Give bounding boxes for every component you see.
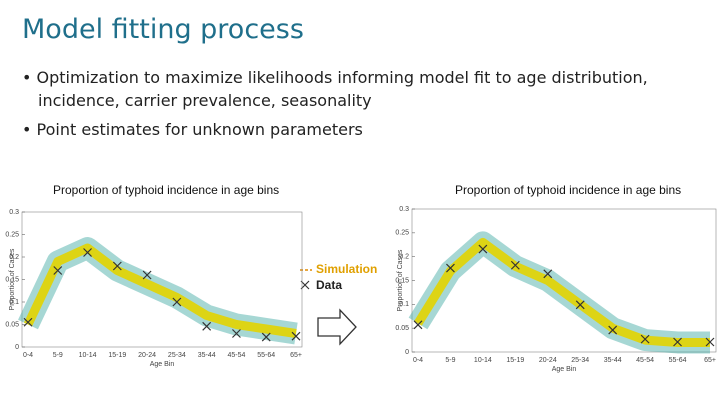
bullet: • Optimization to maximize likelihoods i… — [22, 68, 648, 110]
y-axis-label: Proportion of Cases — [9, 248, 16, 310]
simulation-line — [414, 237, 710, 347]
x-tick-label: 35-44 — [604, 357, 622, 364]
data-point — [510, 260, 520, 270]
y-tick-label: 0.2 — [9, 254, 19, 261]
legend-marker — [300, 280, 310, 290]
data-point — [172, 297, 182, 307]
x-tick-label: 35-44 — [198, 352, 216, 359]
x-tick-label: 65+ — [704, 357, 716, 364]
data-point — [478, 244, 488, 254]
x-tick-label: 55-64 — [669, 357, 687, 364]
y-tick-label: 0.15 — [395, 277, 409, 284]
y-tick-label: 0.15 — [5, 276, 19, 283]
data-point — [142, 270, 152, 280]
bullet-text: Point estimates for unknown parameters — [36, 120, 363, 139]
data-point — [413, 320, 423, 330]
chart-title: Proportion of typhoid incidence in age b… — [53, 183, 280, 197]
x-tick-label: 25-34 — [168, 352, 186, 359]
y-tick-label: 0 — [15, 344, 19, 351]
data-point — [83, 248, 92, 257]
data-point — [640, 334, 650, 344]
legend-label: Data — [316, 278, 342, 292]
data-point — [543, 269, 553, 279]
bullet-text: Optimization to maximize likelihoods inf… — [36, 68, 648, 110]
y-tick-label: 0.2 — [399, 254, 409, 261]
y-tick-label: 0 — [405, 349, 409, 356]
data-point — [232, 329, 241, 338]
y-tick-label: 0.3 — [9, 209, 19, 216]
x-tick-label: 55-64 — [257, 352, 275, 359]
legend: Simulation Data — [300, 262, 377, 292]
arrow — [317, 308, 357, 346]
y-tick-label: 0.3 — [399, 206, 409, 213]
x-tick-label: 10-14 — [474, 357, 492, 364]
y-tick-label: 0.25 — [395, 230, 409, 237]
data-point — [112, 261, 122, 271]
x-tick-label: 20-24 — [138, 352, 156, 359]
data-point — [23, 317, 33, 327]
x-tick-label: 0-4 — [23, 352, 33, 359]
y-axis-label: Proportion of Cases — [397, 249, 404, 311]
data-point — [291, 331, 301, 341]
x-tick-label: 5-9 — [53, 352, 63, 359]
x-axis-label: Age Bin — [150, 361, 175, 368]
data-point — [608, 325, 618, 335]
x-tick-label: 45-54 — [636, 357, 654, 364]
bullet: • Point estimates for unknown parameters — [22, 120, 363, 139]
y-tick-label: 0.25 — [5, 231, 19, 238]
data-point — [261, 332, 271, 342]
x-tick-label: 20-24 — [539, 357, 557, 364]
data-point — [673, 337, 682, 347]
x-tick-label: 15-19 — [506, 357, 524, 364]
x-axis-label: Age Bin — [552, 366, 577, 373]
data-point — [705, 337, 715, 347]
x-tick-label: 65+ — [290, 352, 302, 359]
data-point — [202, 321, 212, 331]
data-point — [446, 263, 455, 273]
x-tick-label: 5-9 — [445, 357, 455, 364]
data-point — [575, 300, 585, 310]
slide-title: Model fitting process — [22, 14, 304, 45]
y-tick-label: 0.05 — [5, 321, 19, 328]
x-tick-label: 0-4 — [413, 357, 423, 364]
x-tick-label: 45-54 — [227, 352, 245, 359]
y-tick-label: 0.1 — [9, 299, 19, 306]
chart-title: Proportion of typhoid incidence in age b… — [455, 183, 682, 197]
y-tick-label: 0.1 — [399, 301, 409, 308]
legend-label: Simulation — [316, 262, 377, 276]
simulation-line — [23, 243, 297, 338]
x-tick-label: 15-19 — [108, 352, 126, 359]
y-tick-label: 0.05 — [395, 325, 409, 332]
data-point — [53, 266, 63, 275]
x-tick-label: 10-14 — [79, 352, 97, 359]
x-tick-label: 25-34 — [571, 357, 589, 364]
